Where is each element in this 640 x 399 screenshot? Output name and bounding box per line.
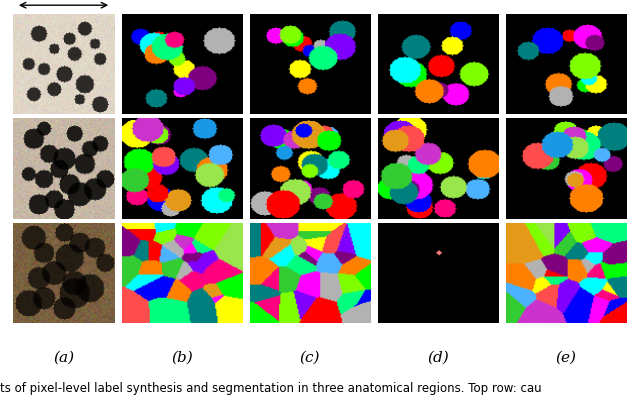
Text: (c): (c) (300, 351, 320, 365)
Text: (d): (d) (427, 351, 449, 365)
Text: (e): (e) (556, 351, 576, 365)
Text: (b): (b) (172, 351, 193, 365)
Text: (a): (a) (53, 351, 74, 365)
Text: ts of pixel-level label synthesis and segmentation in three anatomical regions. : ts of pixel-level label synthesis and se… (0, 382, 541, 395)
